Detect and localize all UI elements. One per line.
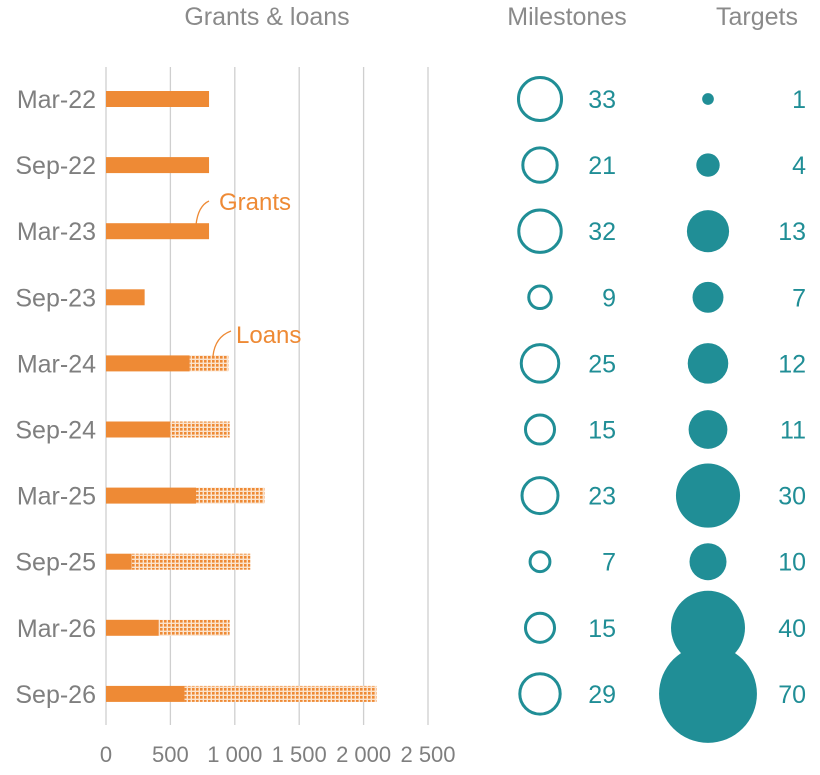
target-bubble <box>688 410 728 449</box>
milestone-bubble <box>517 208 563 254</box>
x-tick-label: 0 <box>100 742 112 767</box>
milestones-title: Milestones <box>507 3 627 31</box>
target-bubble <box>659 644 757 743</box>
milestone-bubble <box>519 343 561 384</box>
x-tick-label: 2 000 <box>336 742 391 767</box>
milestone-value-label: 7 <box>602 549 616 577</box>
milestone-value-label: 9 <box>602 284 616 312</box>
grants-bar <box>106 157 210 174</box>
category-label: Sep-26 <box>15 681 96 709</box>
x-tick-label: 1 500 <box>272 742 327 767</box>
target-bubble <box>675 463 741 528</box>
target-bubble <box>687 343 729 384</box>
loans-bar <box>184 685 377 702</box>
target-value-label: 4 <box>792 152 806 180</box>
category-label: Mar-22 <box>17 86 96 114</box>
grants-bar <box>106 487 197 504</box>
targets-bubbles: 1 4 13 7 12 11 30 10 40 70 <box>659 86 806 743</box>
bars <box>106 91 377 702</box>
milestone-bubble <box>523 413 557 446</box>
target-value-label: 11 <box>780 417 806 445</box>
grants-bar <box>106 685 185 702</box>
target-bubble <box>689 543 727 581</box>
target-value-label: 30 <box>778 483 806 511</box>
targets-title: Targets <box>716 3 798 31</box>
milestone-bubble <box>528 550 552 574</box>
category-label: Mar-23 <box>17 218 96 246</box>
target-bubble <box>686 210 730 253</box>
grants-bar <box>106 355 190 372</box>
category-label: Mar-24 <box>17 350 96 378</box>
category-label: Sep-24 <box>15 417 96 445</box>
category-label: Sep-22 <box>15 152 96 180</box>
target-bubble <box>692 281 724 313</box>
gridlines <box>105 67 429 725</box>
milestone-bubble <box>518 672 562 716</box>
category-label: Sep-23 <box>15 284 96 312</box>
category-label: Mar-26 <box>17 615 96 643</box>
milestone-bubble <box>516 75 564 123</box>
grants-bar <box>106 223 210 240</box>
loans-annotation: Loans <box>236 322 301 349</box>
category-label: Mar-25 <box>17 483 96 511</box>
grants-bar <box>106 553 132 570</box>
target-value-label: 70 <box>778 681 806 709</box>
loans-bar <box>158 619 230 636</box>
milestone-bubble <box>527 284 553 311</box>
target-value-label: 1 <box>792 86 806 114</box>
x-tick-label: 1 000 <box>207 742 262 767</box>
loans-annotation-leader <box>212 330 232 357</box>
milestone-bubble <box>523 611 557 644</box>
loans-bar <box>170 421 230 438</box>
milestone-bubble <box>521 146 559 184</box>
milestone-value-label: 25 <box>588 350 616 378</box>
grants-bar <box>106 619 159 636</box>
target-value-label: 10 <box>778 549 806 577</box>
target-bubble <box>696 153 720 177</box>
target-bubble <box>671 590 745 665</box>
loans-bar <box>131 553 251 570</box>
milestones-bubbles: 33 21 32 9 25 15 23 7 15 29 <box>516 75 616 716</box>
milestone-value-label: 33 <box>588 86 616 114</box>
x-tick-label: 2 500 <box>400 742 455 767</box>
loans-bar <box>196 487 265 504</box>
grants-annotation-leader <box>195 200 210 226</box>
category-label: Sep-25 <box>15 549 96 577</box>
grants-bar <box>106 421 171 438</box>
target-value-label: 7 <box>792 284 806 312</box>
milestone-value-label: 15 <box>588 417 616 445</box>
grants-loans-title: Grants & loans <box>184 3 349 31</box>
target-value-label: 40 <box>778 615 806 643</box>
milestone-value-label: 21 <box>588 152 616 180</box>
milestone-value-label: 23 <box>588 483 616 511</box>
milestone-bubble <box>520 476 560 516</box>
milestone-value-label: 15 <box>588 615 616 643</box>
annotations: Grants Loans <box>195 189 301 357</box>
grants-annotation: Grants <box>219 189 291 216</box>
x-tick-labels: 0 500 1 000 1 500 2 000 2 500 <box>100 742 456 767</box>
target-bubble <box>702 93 714 105</box>
x-tick-label: 500 <box>152 742 189 767</box>
milestone-value-label: 32 <box>588 218 616 246</box>
category-labels: Mar-22 Sep-22 Mar-23 Sep-23 Mar-24 Sep-24 Mar-… <box>15 86 96 709</box>
grants-bar <box>106 289 145 306</box>
grants-bar <box>106 91 210 107</box>
target-value-label: 13 <box>778 218 806 246</box>
target-value-label: 12 <box>778 350 806 378</box>
milestone-value-label: 29 <box>588 681 616 709</box>
loans-bar <box>189 355 229 372</box>
